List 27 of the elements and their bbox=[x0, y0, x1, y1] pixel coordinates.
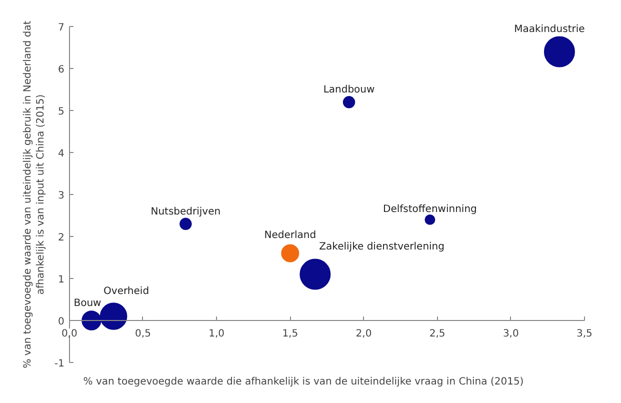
y-tick-label: 1 bbox=[58, 274, 64, 286]
x-tick-label: 0,0 bbox=[61, 328, 78, 340]
x-tick-label: 1,0 bbox=[208, 328, 225, 340]
series-label: Landbouw bbox=[323, 84, 375, 96]
y-tick-label: 0 bbox=[58, 316, 64, 328]
series-label: Delfstoffenwinning bbox=[383, 204, 477, 215]
series-label: Overheid bbox=[104, 286, 150, 298]
series-label: Nutsbedrijven bbox=[150, 206, 221, 218]
y-tick-label: -1 bbox=[54, 358, 64, 370]
y-axis-title: % van toegevoegde waarde van uiteindelijk gebruik in Nederland dat afhankelijk is van input uit China (2015) bbox=[22, 20, 47, 368]
y-tick-label: 6 bbox=[58, 64, 64, 76]
series-label: Nederland bbox=[264, 230, 316, 241]
y-tick-label: 4 bbox=[58, 148, 64, 160]
y-tick-label: 7 bbox=[58, 22, 64, 34]
series-label: Zakelijke dienstverlening bbox=[319, 241, 444, 252]
y-tick-label: 3 bbox=[58, 190, 64, 202]
x-tick-label: 3,0 bbox=[502, 328, 519, 340]
x-axis-title: % van toegevoegde waarde die afhankelijk is van de uiteindelijke vraag in China (2015) bbox=[83, 376, 524, 388]
y-tick-label: 2 bbox=[58, 232, 64, 244]
x-tick-label: 2,5 bbox=[429, 328, 446, 340]
y-tick-label: 5 bbox=[58, 106, 64, 118]
series-label: Maakindustrie bbox=[514, 24, 585, 35]
x-tick-label: 0,5 bbox=[135, 328, 151, 340]
series-label: Bouw bbox=[74, 298, 102, 310]
x-tick-label: 3,5 bbox=[576, 328, 592, 340]
x-tick-label: 2,0 bbox=[356, 328, 372, 340]
x-tick-label: 1,5 bbox=[282, 328, 298, 340]
